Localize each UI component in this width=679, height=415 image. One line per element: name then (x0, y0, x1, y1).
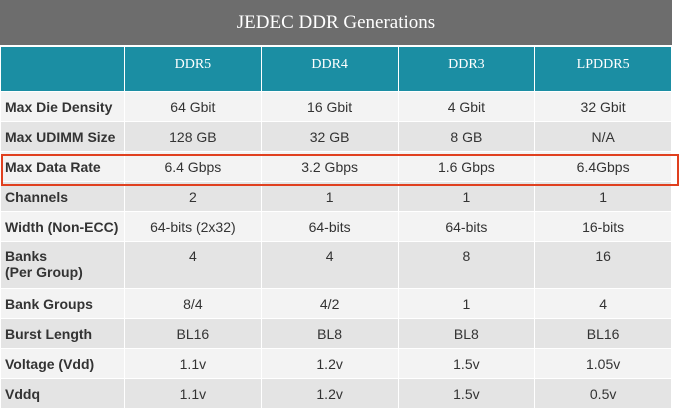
cell: 1.6 Gbps (397, 151, 536, 182)
cell: 4 Gbit (397, 91, 536, 122)
cell: 4 (534, 288, 672, 319)
cell: 1.2v (260, 378, 399, 409)
table-row: Banks (Per Group) 4 4 8 16 (0, 241, 672, 289)
cell: 6.4 Gbps (124, 151, 262, 182)
row-label: Vddq (0, 378, 125, 409)
table-row: Max Data Rate 6.4 Gbps 3.2 Gbps 1.6 Gbps 6.4… (0, 151, 672, 182)
cell: 64-bits (397, 211, 536, 242)
cell: 32 GB (260, 121, 399, 152)
row-label: Channels (0, 181, 125, 212)
cell: 128 GB (124, 121, 262, 152)
table-row: Bank Groups 8/4 4/2 1 4 (0, 288, 672, 319)
cell: 64-bits (260, 211, 399, 242)
table-row: Width (Non-ECC) 64-bits (2x32) 64-bits 64-b… (0, 211, 672, 242)
cell: 16 (534, 241, 672, 289)
corner-cell (0, 46, 125, 92)
row-label: Max Die Density (0, 91, 125, 122)
cell: BL8 (260, 318, 399, 349)
cell: 64 Gbit (124, 91, 262, 122)
cell: 1.1v (124, 348, 262, 379)
cell: 8/4 (124, 288, 262, 319)
table-row: Vddq 1.1v 1.2v 1.5v 0.5v (0, 378, 672, 409)
cell: 64-bits (2x32) (124, 211, 262, 242)
column-header: LPDDR5 (534, 46, 672, 92)
cell: 1 (397, 288, 536, 319)
header-row: DDR5 DDR4 DDR3 LPDDR5 (0, 46, 672, 92)
cell: BL16 (534, 318, 672, 349)
cell: N/A (534, 121, 672, 152)
column-header: DDR4 (260, 46, 399, 92)
cell: 1.5v (397, 378, 536, 409)
cell: 4 (124, 241, 262, 289)
cell: 16 Gbit (260, 91, 399, 122)
cell: 8 (397, 241, 536, 289)
cell: 4/2 (260, 288, 399, 319)
column-header: DDR5 (124, 46, 262, 92)
row-label: Max UDIMM Size (0, 121, 125, 152)
cell: 6.4Gbps (534, 151, 672, 182)
cell: 1 (260, 181, 399, 212)
table-row: Burst Length BL16 BL8 BL8 BL16 (0, 318, 672, 349)
row-label: Burst Length (0, 318, 125, 349)
column-header: DDR3 (397, 46, 536, 92)
cell: 1.1v (124, 378, 262, 409)
row-label: Max Data Rate (0, 151, 125, 182)
spec-table: DDR5 DDR4 DDR3 LPDDR5 Max Die Density 64 Gbi… (0, 46, 672, 409)
cell: 16-bits (534, 211, 672, 242)
table-row: Voltage (Vdd) 1.1v 1.2v 1.5v 1.05v (0, 348, 672, 379)
cell: BL16 (124, 318, 262, 349)
cell: 1 (534, 181, 672, 212)
row-label: Voltage (Vdd) (0, 348, 125, 379)
cell: 1.05v (534, 348, 672, 379)
row-label: Width (Non-ECC) (0, 211, 125, 242)
cell: 4 (260, 241, 399, 289)
cell: 32 Gbit (534, 91, 672, 122)
cell: 1.2v (260, 348, 399, 379)
row-label: Bank Groups (0, 288, 125, 319)
table-row: Max UDIMM Size 128 GB 32 GB 8 GB N/A (0, 121, 672, 152)
cell: BL8 (397, 318, 536, 349)
table-row: Channels 2 1 1 1 (0, 181, 672, 212)
cell: 1 (397, 181, 536, 212)
cell: 3.2 Gbps (260, 151, 399, 182)
table-row: Max Die Density 64 Gbit 16 Gbit 4 Gbit 32 Gb… (0, 91, 672, 122)
cell: 0.5v (534, 378, 672, 409)
row-label: Banks (Per Group) (0, 241, 125, 289)
cell: 8 GB (397, 121, 536, 152)
cell: 2 (124, 181, 262, 212)
table-title: JEDEC DDR Generations (0, 0, 672, 45)
cell: 1.5v (397, 348, 536, 379)
